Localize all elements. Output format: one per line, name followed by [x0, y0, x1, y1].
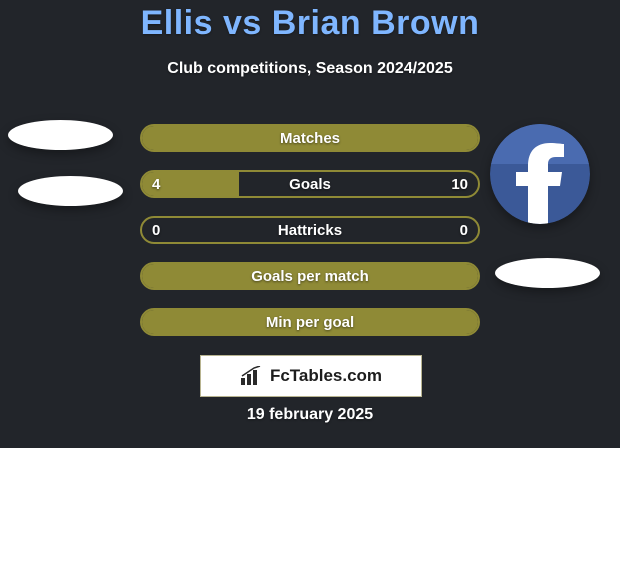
row-label: Hattricks	[142, 218, 478, 242]
player-right-avatar-2	[495, 258, 600, 288]
row-label: Goals per match	[142, 264, 478, 288]
row-goals: Goals 4 10	[140, 170, 480, 198]
row-matches: Matches	[140, 124, 480, 152]
date-line: 19 february 2025	[0, 406, 620, 424]
stage: Ellis vs Brian Brown Club competitions, …	[0, 0, 620, 580]
row-right-val: 10	[451, 172, 468, 196]
page-subtitle: Club competitions, Season 2024/2025	[0, 60, 620, 78]
row-hattricks: Hattricks 0 0	[140, 216, 480, 244]
row-label: Goals	[142, 172, 478, 196]
stat-rows: Matches Goals 4 10 Hattricks 0 0 Goals p…	[140, 124, 480, 354]
row-left-val: 4	[152, 172, 160, 196]
player-left-avatar-1	[8, 120, 113, 150]
row-right-val: 0	[460, 218, 468, 242]
player-left-avatar-2	[18, 176, 123, 206]
row-min-per-goal: Min per goal	[140, 308, 480, 336]
logo-text: FcTables.com	[270, 366, 382, 386]
panel: Ellis vs Brian Brown Club competitions, …	[0, 0, 620, 448]
row-label: Min per goal	[142, 310, 478, 334]
row-left-val: 0	[152, 218, 160, 242]
facebook-icon	[490, 124, 590, 224]
row-goals-per-match: Goals per match	[140, 262, 480, 290]
fctables-logo[interactable]: FcTables.com	[200, 355, 422, 397]
facebook-badge[interactable]	[490, 124, 590, 224]
row-label: Matches	[142, 126, 478, 150]
page-title: Ellis vs Brian Brown	[0, 4, 620, 43]
bars-icon	[240, 366, 264, 386]
